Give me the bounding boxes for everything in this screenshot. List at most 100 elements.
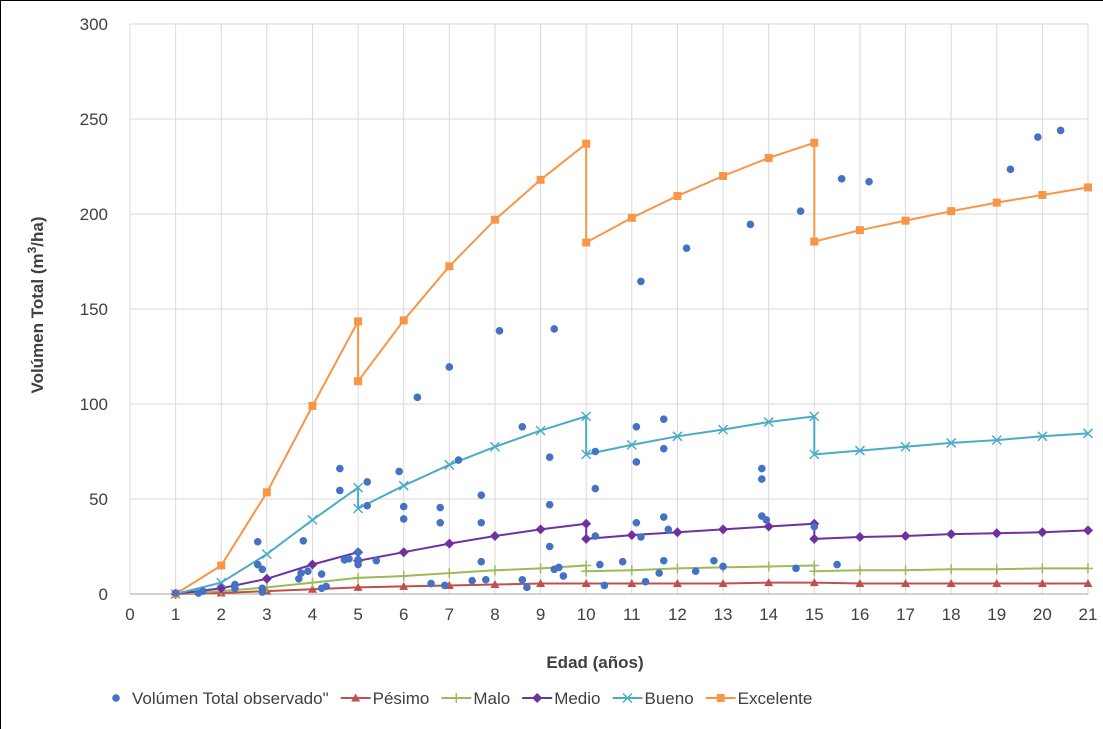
observed-point — [545, 500, 554, 509]
y-tick-label: 200 — [80, 205, 108, 224]
observed-point — [691, 567, 700, 575]
x-tick-label: 19 — [987, 605, 1006, 624]
observed-point — [637, 533, 645, 541]
observed-point — [632, 423, 641, 431]
series-point-excelente — [490, 215, 499, 224]
legend-item-pesimo: Pésimo — [340, 689, 430, 708]
series-point-medio — [261, 573, 272, 584]
observed-point — [436, 518, 445, 527]
observed-point — [304, 567, 312, 575]
observed-point — [322, 582, 330, 591]
series-point-malo — [307, 577, 318, 588]
series-point-bueno — [672, 431, 683, 442]
series-point-medio — [718, 524, 729, 535]
legend-marker-excelente — [716, 694, 725, 702]
observed-point — [297, 569, 305, 577]
series-point-excelente — [582, 238, 591, 247]
observed-point — [354, 548, 362, 556]
series-point-excelente — [901, 216, 910, 225]
series-point-medio — [398, 547, 409, 558]
series-point-medio — [1083, 525, 1093, 536]
x-tick-label: 17 — [896, 605, 915, 624]
observed-point — [1006, 165, 1015, 174]
series-point-malo — [946, 564, 957, 575]
y-tick-label: 250 — [80, 110, 108, 129]
observed-points — [171, 126, 1065, 597]
series-point-medio — [763, 521, 774, 532]
observed-point — [664, 525, 673, 534]
series-point-excelente — [810, 237, 819, 246]
x-tick-label: 18 — [942, 605, 961, 624]
series-point-malo — [581, 566, 592, 577]
y-axis-title-superscript: 3 — [25, 246, 39, 253]
series-point-malo — [991, 564, 1002, 575]
observed-point — [345, 555, 353, 563]
y-axis-title-main: Volúmen Total (m — [28, 253, 47, 393]
observed-point — [600, 581, 609, 590]
observed-point — [413, 393, 422, 402]
observed-point — [477, 491, 486, 500]
legend-label-pesimo: Pésimo — [373, 689, 430, 708]
series-point-bueno — [307, 514, 318, 525]
series-point-excelente — [810, 138, 819, 147]
observed-point — [545, 453, 554, 462]
observed-point — [559, 572, 568, 580]
series-point-bueno — [809, 411, 820, 422]
legend-label-volumen-total-observado: Volúmen Total observado" — [132, 689, 329, 708]
x-tick-label: 11 — [623, 605, 641, 624]
observed-point — [792, 564, 800, 573]
series-point-medio — [809, 533, 820, 544]
series-point-excelente — [582, 139, 591, 148]
observed-point — [445, 363, 454, 371]
series-point-bueno — [353, 503, 364, 514]
series-point-excelente — [992, 198, 1001, 207]
series-point-bueno — [581, 449, 592, 460]
series-point-medio — [1037, 527, 1048, 538]
x-tick-label: 15 — [805, 605, 824, 624]
observed-point — [746, 220, 755, 229]
series-point-pesimo — [399, 581, 409, 590]
series-point-medio — [581, 518, 592, 529]
observed-point — [659, 513, 668, 521]
observed-point — [518, 575, 527, 584]
y-tick-label: 300 — [80, 15, 108, 34]
series-point-malo — [489, 565, 500, 576]
series-point-medio — [307, 559, 318, 570]
observed-point — [550, 325, 559, 333]
series-point-bueno — [261, 549, 272, 560]
series-point-pesimo — [946, 579, 956, 588]
series-point-malo — [809, 566, 820, 577]
series-point-excelente — [536, 175, 545, 184]
observed-point — [659, 415, 668, 424]
series-point-malo — [398, 570, 409, 581]
series-point-bueno — [900, 441, 911, 452]
series-point-malo — [854, 565, 865, 576]
series-point-pesimo — [901, 579, 911, 588]
y-tick-label: 50 — [89, 490, 108, 509]
observed-point — [495, 327, 504, 335]
observed-point — [518, 423, 527, 431]
series-point-bueno — [991, 435, 1002, 446]
observed-point — [171, 589, 180, 597]
legend-label-excelente: Excelente — [738, 689, 813, 708]
series-point-pesimo — [855, 579, 865, 588]
observed-point — [1034, 133, 1042, 141]
observed-point — [317, 570, 326, 578]
series-point-medio — [672, 527, 683, 538]
series-point-medio — [900, 531, 911, 542]
observed-point — [682, 244, 691, 252]
observed-point — [336, 464, 344, 473]
x-tick-label: 4 — [308, 605, 317, 624]
series-point-excelente — [855, 226, 864, 235]
x-tick-label: 14 — [759, 605, 778, 624]
observed-point — [719, 562, 727, 571]
series-point-excelente — [719, 172, 728, 180]
observed-point — [354, 560, 362, 569]
series-point-medio — [946, 529, 957, 540]
observed-point — [810, 522, 819, 531]
series-point-malo — [626, 565, 637, 576]
series-point-bueno — [763, 417, 774, 428]
x-tick-label: 9 — [536, 605, 545, 624]
series-point-pesimo — [809, 578, 819, 587]
